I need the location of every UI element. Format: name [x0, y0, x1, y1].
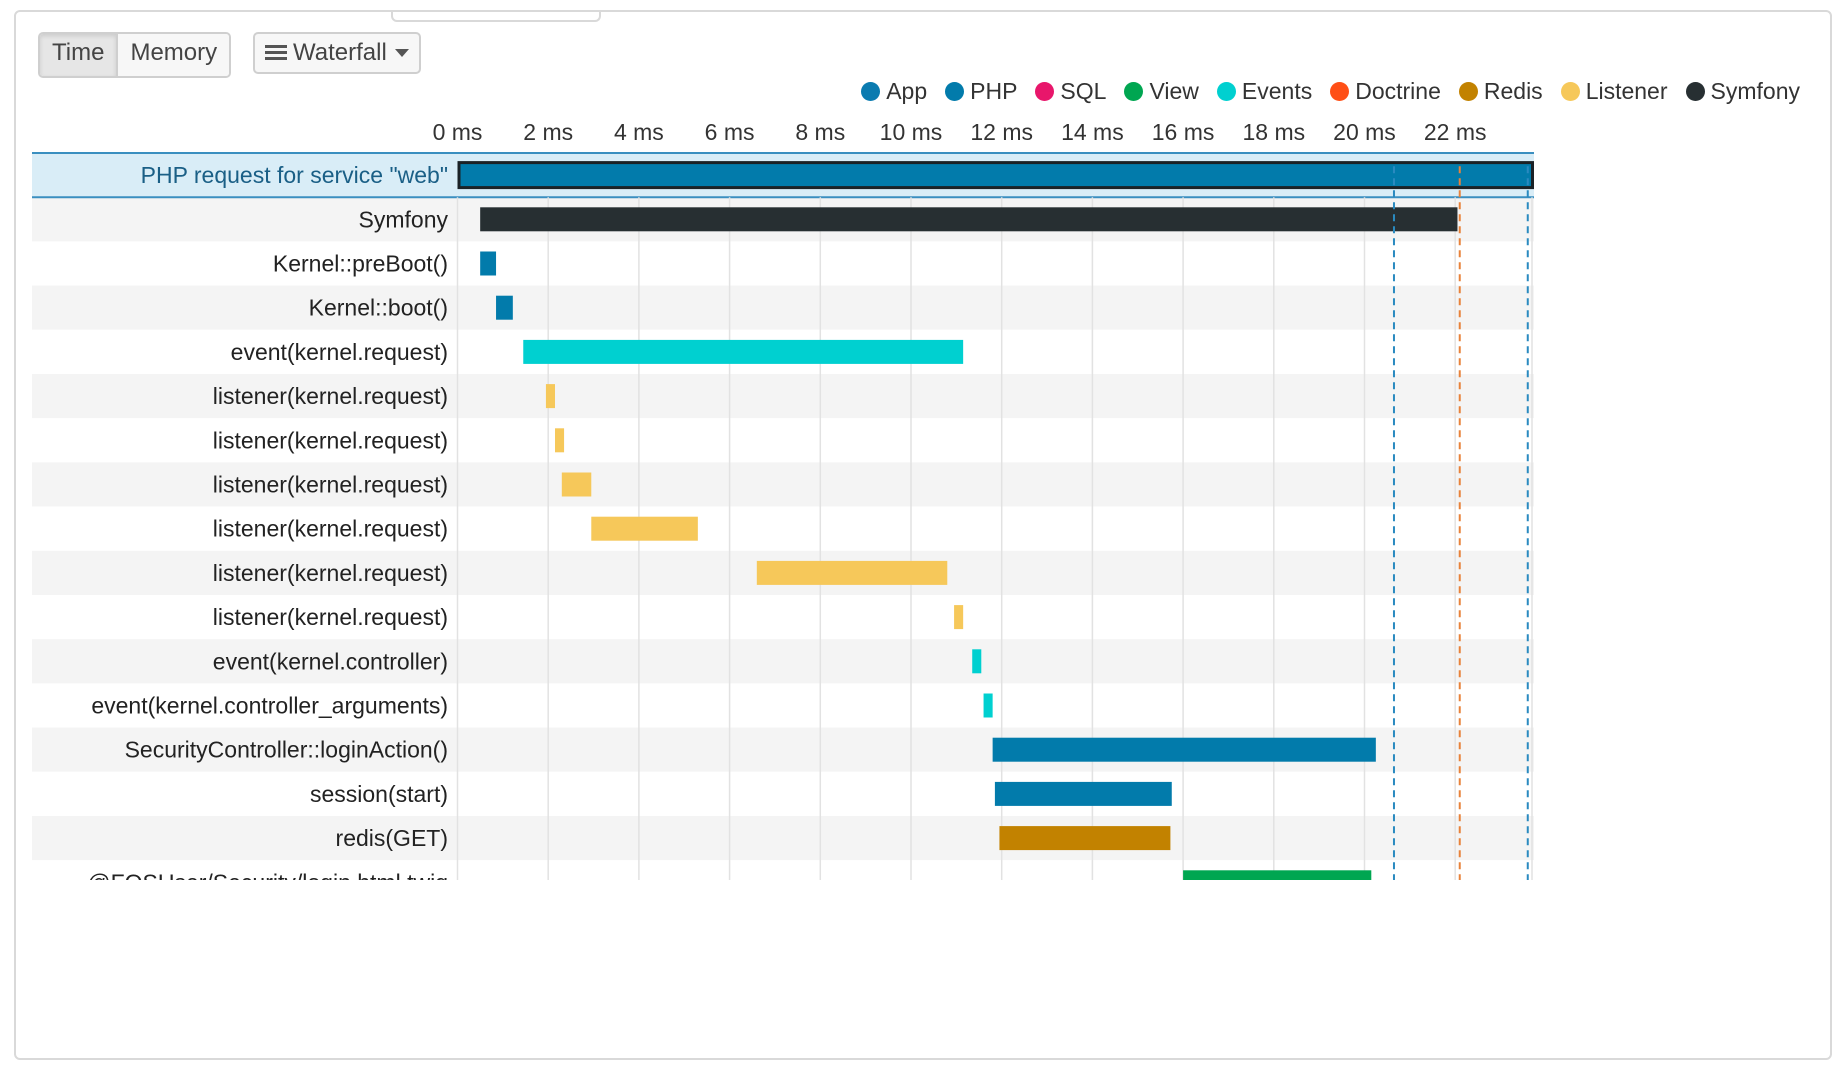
legend-item-listener[interactable]: Listener: [1560, 78, 1668, 105]
bar: [1183, 870, 1372, 880]
timeline-panel: Time Memory Waterfall App PHP SQL View Event…: [14, 10, 1832, 1060]
panel-tab-handle: [391, 12, 601, 22]
time-memory-toggle: Time Memory: [38, 32, 232, 78]
row-label: SecurityController::loginAction(): [125, 737, 448, 763]
legend-item-events[interactable]: Events: [1216, 78, 1313, 105]
bar: [994, 781, 1172, 806]
legend-label: Listener: [1585, 78, 1668, 104]
bar: [992, 737, 1376, 762]
list-lines-icon: [265, 45, 287, 61]
plot-area: PHP request for service "web" Symfony Kern…: [32, 152, 1534, 895]
row-background: [32, 860, 1534, 880]
row-label: Symfony: [359, 206, 449, 232]
legend-item-doctrine[interactable]: Doctrine: [1330, 78, 1441, 105]
legend-item-symfony[interactable]: Symfony: [1685, 78, 1800, 105]
legend-dot-icon: [1560, 82, 1580, 101]
tab-time[interactable]: Time: [40, 34, 117, 76]
view-mode-dropdown[interactable]: Waterfall: [253, 32, 421, 74]
legend-label: PHP: [970, 78, 1018, 104]
row-background: [32, 462, 1534, 507]
legend-label: Redis: [1483, 78, 1543, 104]
x-tick-label: 10 ms: [880, 119, 943, 145]
x-tick-label: 20 ms: [1333, 119, 1396, 145]
legend-dot-icon: [861, 82, 881, 101]
x-tick-label: 14 ms: [1061, 119, 1124, 145]
legend-dot-icon: [1458, 82, 1478, 101]
legend-item-sql[interactable]: SQL: [1035, 78, 1106, 105]
legend-dot-icon: [1330, 82, 1350, 101]
row-label: redis(GET): [336, 825, 448, 851]
waterfall-chart: PHP request for service "web" Symfony Kern…: [32, 119, 1534, 895]
legend-item-app[interactable]: App: [861, 78, 927, 105]
x-tick-label: 0 ms: [433, 119, 483, 145]
x-tick-label: 6 ms: [705, 119, 755, 145]
x-tick-label: 2 ms: [523, 119, 573, 145]
bar: [480, 251, 497, 276]
row-background: [32, 595, 1534, 640]
row-label: event(kernel.controller_arguments): [91, 693, 448, 719]
bar: [954, 605, 964, 630]
legend-dot-icon: [1685, 82, 1705, 101]
row-label: event(kernel.request): [231, 339, 448, 365]
bar: [591, 516, 698, 541]
row-background: [32, 241, 1534, 286]
row-background: [32, 639, 1534, 684]
row-background: [32, 418, 1534, 463]
bar: [523, 339, 964, 364]
bar: [561, 472, 592, 497]
legend-dot-icon: [945, 82, 965, 101]
row-label: listener(kernel.request): [213, 516, 448, 542]
legend-dot-icon: [1216, 82, 1236, 101]
row-background: [32, 374, 1534, 419]
legend-item-redis[interactable]: Redis: [1458, 78, 1543, 105]
row-label: PHP request for service "web": [141, 162, 448, 188]
legend: App PHP SQL View Events Doctrine Redis Listener…: [861, 78, 1800, 105]
bar: [480, 207, 1458, 232]
x-tick-label: 16 ms: [1152, 119, 1215, 145]
row-label: event(kernel.controller): [213, 648, 448, 674]
row-label: session(start): [310, 781, 448, 807]
row-background: [32, 816, 1534, 861]
legend-label: View: [1149, 78, 1199, 104]
bar: [496, 295, 513, 320]
row-label: Kernel::preBoot(): [273, 251, 448, 277]
legend-label: Events: [1241, 78, 1313, 104]
x-tick-label: 18 ms: [1242, 119, 1305, 145]
bar: [999, 826, 1171, 851]
legend-label: Doctrine: [1355, 78, 1441, 104]
legend-item-php[interactable]: PHP: [945, 78, 1017, 105]
bar: [555, 428, 565, 453]
legend-label: Symfony: [1710, 78, 1800, 104]
x-tick-label: 12 ms: [970, 119, 1033, 145]
bar: [457, 161, 1534, 190]
row-label: listener(kernel.request): [213, 560, 448, 586]
x-tick-label: 4 ms: [614, 119, 664, 145]
legend-label: SQL: [1060, 78, 1107, 104]
x-tick-label: 22 ms: [1424, 119, 1487, 145]
row-label: listener(kernel.request): [213, 472, 448, 498]
legend-dot-icon: [1124, 82, 1144, 101]
bar: [972, 649, 982, 674]
bar: [983, 693, 993, 718]
bar: [545, 384, 556, 409]
view-mode-label: Waterfall: [293, 39, 387, 66]
chevron-down-icon: [394, 49, 409, 57]
row-label: listener(kernel.request): [213, 383, 448, 409]
tab-memory[interactable]: Memory: [116, 34, 230, 76]
row-label: listener(kernel.request): [213, 427, 448, 453]
row-label: listener(kernel.request): [213, 604, 448, 630]
row-background: [32, 683, 1534, 728]
legend-item-view[interactable]: View: [1124, 78, 1199, 105]
row-background: [32, 285, 1534, 330]
row-label: @FOSUser/Security/login.html.twig: [87, 869, 448, 895]
row-label: Kernel::boot(): [309, 295, 448, 321]
x-tick-label: 8 ms: [795, 119, 845, 145]
row-background: [32, 771, 1534, 816]
row-background: [32, 506, 1534, 551]
bar: [756, 560, 948, 585]
legend-label: App: [886, 78, 928, 104]
legend-dot-icon: [1035, 82, 1055, 101]
